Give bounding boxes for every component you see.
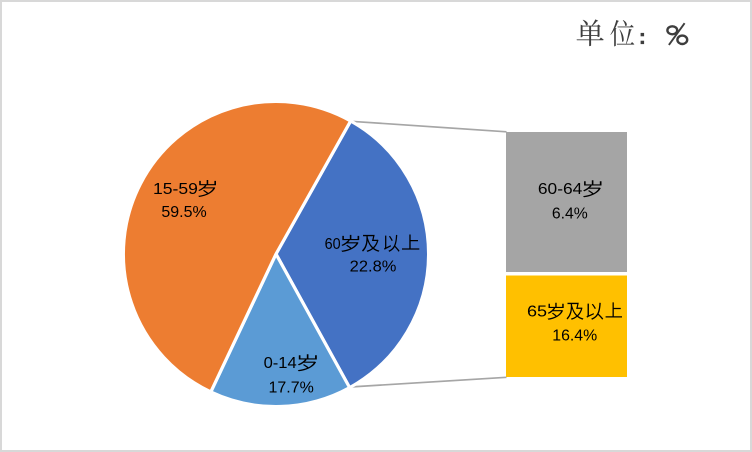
svg-text:59.5%: 59.5%: [161, 204, 207, 221]
svg-text:17.7%: 17.7%: [269, 379, 315, 396]
svg-text:0-14: 0-14: [264, 355, 297, 372]
svg-text:6.4%: 6.4%: [552, 205, 588, 222]
svg-text:16.4%: 16.4%: [552, 327, 597, 344]
svg-text:60: 60: [325, 236, 341, 253]
svg-text:22.8%: 22.8%: [350, 258, 397, 275]
svg-text:65: 65: [527, 304, 547, 321]
svg-text:60-64: 60-64: [538, 181, 583, 198]
svg-text:15-59: 15-59: [153, 181, 198, 198]
